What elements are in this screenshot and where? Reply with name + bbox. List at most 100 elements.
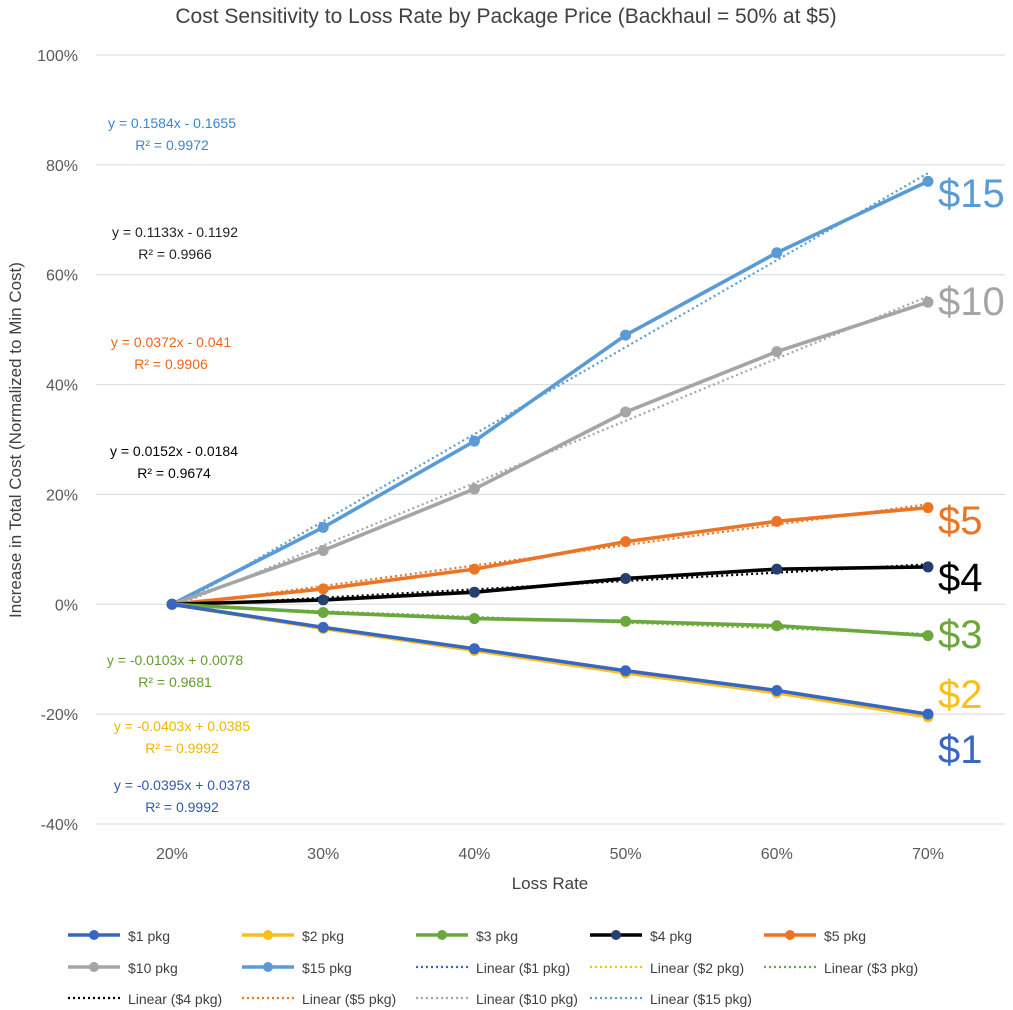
legend-label: Linear ($10 pkg)	[476, 991, 578, 1007]
data-point	[468, 435, 480, 447]
series-end-label: $4	[938, 556, 983, 600]
series-line	[171, 505, 929, 607]
data-point	[771, 247, 783, 259]
data-point	[317, 544, 329, 556]
legend-marker	[785, 930, 795, 940]
y-tick-label: 40%	[46, 378, 78, 395]
y-tick-label: 60%	[46, 268, 78, 285]
legend-item: Linear ($1 pkg)	[416, 960, 570, 976]
x-axis-label: Loss Rate	[512, 874, 589, 893]
legend-label: $5 pkg	[824, 928, 866, 944]
trend-equation: y = -0.0103x + 0.0078	[107, 652, 243, 668]
trend-r-squared: R² = 0.9992	[145, 740, 219, 756]
data-point	[922, 708, 934, 720]
data-point	[620, 665, 632, 677]
series-end-label: $10	[938, 280, 1005, 324]
legend-label: $15 pkg	[302, 960, 352, 976]
legend-label: $3 pkg	[476, 928, 518, 944]
trendline	[171, 295, 929, 609]
trend-equation: y = 0.0152x - 0.0184	[110, 443, 238, 459]
data-point	[620, 536, 632, 548]
legend-marker	[263, 962, 273, 972]
trend-r-squared: R² = 0.9972	[135, 137, 209, 153]
legend-item: $10 pkg	[68, 960, 178, 976]
data-point	[317, 521, 329, 533]
legend-label: Linear ($1 pkg)	[476, 960, 570, 976]
legend: $1 pkg $2 pkg $3 pkg $4 pkg $5 pkg $10 pkg $15…	[68, 928, 918, 1007]
data-point	[468, 483, 480, 495]
y-tick-label: -40%	[41, 817, 78, 834]
data-point	[620, 615, 632, 627]
data-point	[620, 406, 632, 418]
trend-r-squared: R² = 0.9906	[134, 356, 208, 372]
data-point	[771, 346, 783, 358]
data-point	[922, 561, 934, 573]
series-end-label: $1	[938, 728, 983, 772]
x-tick-label: 40%	[458, 846, 490, 863]
legend-label: $2 pkg	[302, 928, 344, 944]
trend-r-squared: R² = 0.9966	[138, 246, 212, 262]
series-end-label: $2	[938, 673, 983, 717]
legend-label: Linear ($3 pkg)	[824, 960, 918, 976]
legend-label: $10 pkg	[128, 960, 178, 976]
legend-label: Linear ($15 pkg)	[650, 991, 752, 1007]
data-point	[317, 594, 329, 606]
trend-r-squared: R² = 0.9674	[137, 465, 211, 481]
legend-item: $4 pkg	[590, 928, 692, 944]
legend-label: $1 pkg	[128, 928, 170, 944]
legend-item: $5 pkg	[764, 928, 866, 944]
legend-item: $2 pkg	[242, 928, 344, 944]
chart-title: Cost Sensitivity to Loss Rate by Package…	[175, 5, 836, 28]
data-point	[922, 296, 934, 308]
data-point	[317, 621, 329, 633]
y-tick-label: 20%	[46, 487, 78, 504]
trendline-equations: y = -0.0395x + 0.0378 R² = 0.9992 y = -0.0…	[107, 115, 250, 815]
data-point	[620, 572, 632, 584]
data-point	[771, 685, 783, 697]
x-tick-label: 60%	[761, 846, 793, 863]
x-tick-label: 30%	[307, 846, 339, 863]
data-point	[922, 630, 934, 642]
trend-equation: y = -0.0403x + 0.0385	[114, 718, 250, 734]
trend-equation: y = 0.1133x - 0.1192	[112, 224, 238, 240]
series-line	[171, 602, 929, 638]
trend-equation: y = 0.1584x - 0.1655	[108, 115, 236, 131]
data-point	[922, 502, 934, 514]
trend-r-squared: R² = 0.9681	[138, 674, 212, 690]
legend-item: Linear ($4 pkg)	[68, 991, 222, 1007]
data-point	[468, 563, 480, 575]
trend-r-squared: R² = 0.9992	[145, 799, 219, 815]
x-tick-label: 70%	[912, 846, 944, 863]
gridlines	[96, 54, 1005, 825]
data-point	[468, 643, 480, 655]
legend-marker	[437, 930, 447, 940]
legend-marker	[89, 930, 99, 940]
x-tick-labels: 20% 30% 40% 50% 60% 70%	[156, 846, 944, 863]
trendline	[171, 172, 929, 610]
legend-label: Linear ($2 pkg)	[650, 960, 744, 976]
series-line	[171, 300, 929, 606]
legend-label: Linear ($5 pkg)	[302, 991, 396, 1007]
series-line	[171, 565, 929, 607]
legend-marker	[89, 962, 99, 972]
legend-item: Linear ($5 pkg)	[242, 991, 396, 1007]
series-lines	[166, 175, 934, 723]
data-point	[317, 607, 329, 619]
data-point	[468, 613, 480, 625]
series-end-label: $5	[938, 499, 983, 543]
legend-item: $1 pkg	[68, 928, 170, 944]
legend-label: $4 pkg	[650, 928, 692, 944]
data-point	[771, 563, 783, 575]
legend-item: Linear ($3 pkg)	[764, 960, 918, 976]
legend-item: $15 pkg	[242, 960, 352, 976]
y-axis-label: Increase in Total Cost (Normalized to Mi…	[6, 262, 25, 618]
legend-item: Linear ($10 pkg)	[416, 991, 578, 1007]
x-tick-label: 20%	[156, 846, 188, 863]
data-point	[317, 583, 329, 595]
legend-marker	[263, 930, 273, 940]
y-tick-label: -20%	[41, 707, 78, 724]
series-line	[171, 602, 929, 716]
data-point	[468, 586, 480, 598]
trend-equation: y = 0.0372x - 0.041	[111, 334, 231, 350]
